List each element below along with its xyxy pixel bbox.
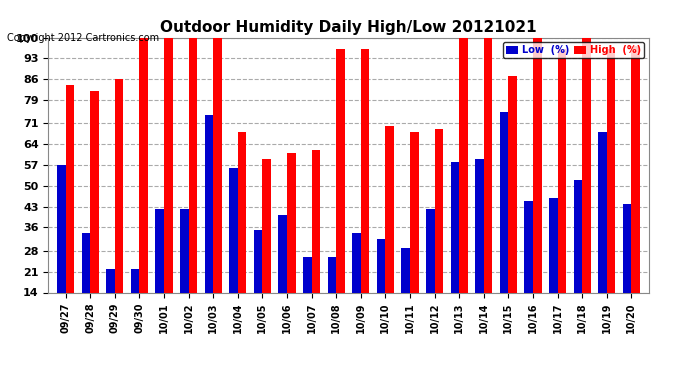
Bar <box>607 50 615 334</box>
Bar <box>336 50 345 334</box>
Bar <box>303 257 312 334</box>
Bar <box>155 210 164 334</box>
Bar <box>229 168 238 334</box>
Bar <box>623 204 631 334</box>
Bar <box>558 50 566 334</box>
Bar <box>475 159 484 334</box>
Bar <box>238 132 246 334</box>
Bar <box>139 38 148 334</box>
Title: Outdoor Humidity Daily High/Low 20121021: Outdoor Humidity Daily High/Low 20121021 <box>160 20 537 35</box>
Bar <box>115 79 124 334</box>
Bar <box>459 38 468 334</box>
Bar <box>573 180 582 334</box>
Bar <box>385 126 394 334</box>
Bar <box>106 269 115 334</box>
Bar <box>130 269 139 334</box>
Bar <box>377 239 385 334</box>
Bar <box>57 165 66 334</box>
Bar <box>451 162 459 334</box>
Bar <box>509 76 517 334</box>
Bar <box>164 38 172 334</box>
Bar <box>278 215 287 334</box>
Bar <box>524 201 533 334</box>
Bar <box>254 230 262 334</box>
Text: Copyright 2012 Cartronics.com: Copyright 2012 Cartronics.com <box>7 33 159 43</box>
Bar <box>549 198 558 334</box>
Bar <box>631 46 640 334</box>
Bar <box>484 38 493 334</box>
Bar <box>426 210 435 334</box>
Bar <box>90 91 99 334</box>
Bar <box>180 210 188 334</box>
Bar <box>213 38 221 334</box>
Bar <box>402 248 410 334</box>
Bar <box>533 38 542 334</box>
Legend: Low  (%), High  (%): Low (%), High (%) <box>504 42 644 58</box>
Bar <box>262 159 271 334</box>
Bar <box>81 233 90 334</box>
Bar <box>328 257 336 334</box>
Bar <box>204 115 213 334</box>
Bar <box>435 129 443 334</box>
Bar <box>500 112 509 334</box>
Bar <box>582 38 591 334</box>
Bar <box>410 132 419 334</box>
Bar <box>287 153 295 334</box>
Bar <box>188 38 197 334</box>
Bar <box>312 150 320 334</box>
Bar <box>66 85 74 334</box>
Bar <box>352 233 361 334</box>
Bar <box>361 50 369 334</box>
Bar <box>598 132 607 334</box>
